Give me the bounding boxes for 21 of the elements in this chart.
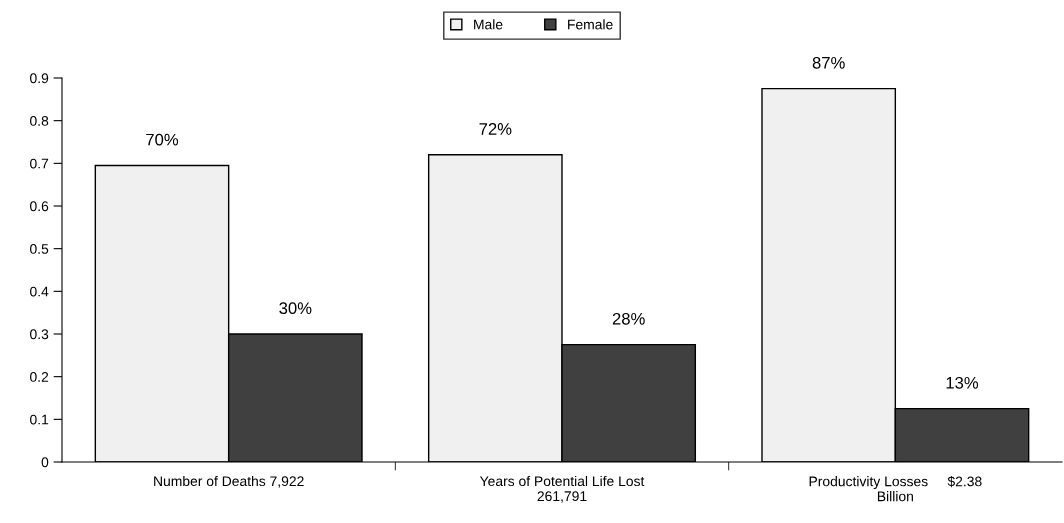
legend-label: Male bbox=[474, 19, 503, 30]
data-label: 72% bbox=[479, 123, 512, 135]
y-tick-label: 0.1 bbox=[30, 414, 49, 425]
y-tick-label: 0.2 bbox=[30, 372, 49, 382]
y-tick-label: 0.9 bbox=[30, 73, 49, 84]
y-tick-label: 0.5 bbox=[30, 244, 49, 254]
x-tick-label: Years of Potential Life Lost 261,791 bbox=[479, 475, 645, 503]
y-tick-label: 0.8 bbox=[30, 116, 49, 126]
x-tick-label: Number of Deaths 7,922 bbox=[154, 475, 304, 488]
y-tick-label: 0.7 bbox=[30, 158, 49, 169]
data-label: 70% bbox=[146, 133, 179, 146]
y-tick-label: 0.4 bbox=[30, 286, 49, 297]
data-label: 13% bbox=[946, 376, 979, 389]
y-tick-label: 0 bbox=[41, 457, 49, 468]
data-label: 87% bbox=[812, 56, 845, 69]
data-label: 28% bbox=[612, 312, 645, 325]
data-label: 30% bbox=[279, 302, 312, 315]
y-tick-label: 0.3 bbox=[30, 329, 49, 340]
y-tick-label: 0.6 bbox=[30, 201, 49, 212]
x-tick-label: Productivity Losses $2.38 Billion bbox=[809, 475, 982, 502]
legend-label: Female bbox=[568, 19, 613, 30]
